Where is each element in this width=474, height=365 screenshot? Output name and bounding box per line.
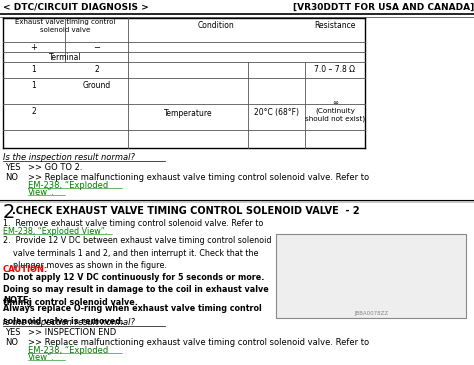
Text: >> GO TO 2.: >> GO TO 2. <box>28 163 82 172</box>
Text: Terminal: Terminal <box>49 53 82 62</box>
Text: Do not apply 12 V DC continuously for 5 seconds or more.
Doing so may result in : Do not apply 12 V DC continuously for 5 … <box>3 273 269 307</box>
Text: 2: 2 <box>3 203 15 222</box>
Text: 1: 1 <box>32 65 36 74</box>
Text: 2.  Provide 12 V DC between exhaust valve timing control solenoid
    valve term: 2. Provide 12 V DC between exhaust valve… <box>3 236 272 270</box>
Text: 7.0 – 7.8 Ω: 7.0 – 7.8 Ω <box>315 65 356 74</box>
Text: Condition: Condition <box>198 21 235 30</box>
Text: Is the inspection result normal?: Is the inspection result normal? <box>3 153 135 162</box>
Text: YES: YES <box>5 163 20 172</box>
Text: −: − <box>93 43 100 52</box>
Text: NO: NO <box>5 338 18 347</box>
Text: View”.: View”. <box>28 188 55 197</box>
Text: NO: NO <box>5 173 18 182</box>
Text: Is the inspection result normal?: Is the inspection result normal? <box>3 318 135 327</box>
Text: .CHECK EXHAUST VALVE TIMING CONTROL SOLENOID VALVE  - 2: .CHECK EXHAUST VALVE TIMING CONTROL SOLE… <box>12 206 360 216</box>
Text: [VR30DDTT FOR USA AND CANADA]: [VR30DDTT FOR USA AND CANADA] <box>293 3 474 12</box>
Text: 2: 2 <box>94 65 99 74</box>
Text: 20°C (68°F): 20°C (68°F) <box>254 108 299 118</box>
Text: NOTE:: NOTE: <box>3 296 32 305</box>
Text: +: + <box>30 43 37 52</box>
Text: Always replace O-ring when exhaust valve timing control
solenoid valve is remove: Always replace O-ring when exhaust valve… <box>3 304 262 326</box>
Text: Ground: Ground <box>82 81 110 90</box>
Text: JBBA0078ZZ: JBBA0078ZZ <box>354 311 388 316</box>
Text: EM-238, “Exploded: EM-238, “Exploded <box>28 346 108 355</box>
Text: Exhaust valve timing control
solenoid valve: Exhaust valve timing control solenoid va… <box>15 19 116 33</box>
Text: EM-238, “Exploded: EM-238, “Exploded <box>28 181 108 190</box>
Text: Resistance: Resistance <box>314 21 356 30</box>
Text: CAUTION:: CAUTION: <box>3 265 48 274</box>
Text: >> Replace malfunctioning exhaust valve timing control solenoid valve. Refer to: >> Replace malfunctioning exhaust valve … <box>28 338 372 347</box>
Text: 2: 2 <box>32 107 36 116</box>
Text: < DTC/CIRCUIT DIAGNOSIS >: < DTC/CIRCUIT DIAGNOSIS > <box>3 3 149 12</box>
Text: >> Replace malfunctioning exhaust valve timing control solenoid valve. Refer to: >> Replace malfunctioning exhaust valve … <box>28 173 372 182</box>
Text: EM-238, “Exploded View”.: EM-238, “Exploded View”. <box>3 227 108 236</box>
Text: ∞
(Continuity
should not exist): ∞ (Continuity should not exist) <box>305 100 365 123</box>
Text: 1: 1 <box>32 81 36 90</box>
Text: YES: YES <box>5 328 20 337</box>
Text: Temperature: Temperature <box>164 108 212 118</box>
Text: 1.  Remove exhaust valve timing control solenoid valve. Refer to: 1. Remove exhaust valve timing control s… <box>3 219 266 228</box>
FancyBboxPatch shape <box>276 234 466 318</box>
Text: >> INSPECTION END: >> INSPECTION END <box>28 328 116 337</box>
Text: View”.: View”. <box>28 353 55 362</box>
